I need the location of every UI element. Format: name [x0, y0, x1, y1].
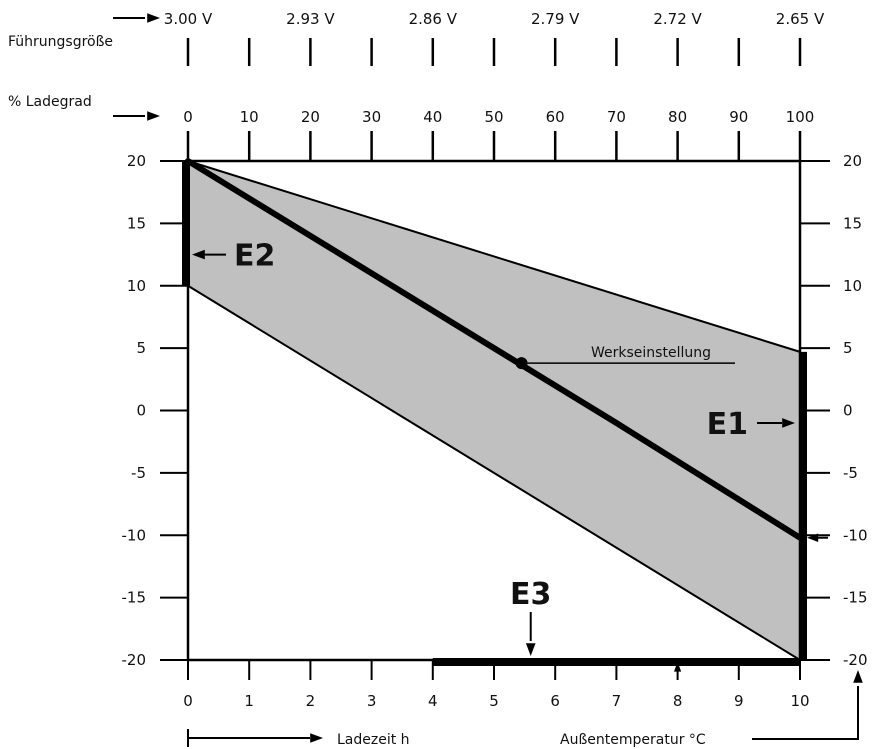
- left-tick-label: 5: [136, 339, 146, 357]
- charge-tick-label: 60: [546, 108, 565, 126]
- left-tick-label: -5: [131, 464, 146, 482]
- e1-label: E1: [707, 407, 748, 442]
- tolerance-band: [187, 160, 801, 661]
- e2-arrow-head: [192, 249, 205, 260]
- temp-arrow-line: [752, 686, 859, 740]
- temperature-axes: 20 20 15 15 10 10 5 5 0 0 -5 -5 -10 -10 -15 -15 -20 -20: [122, 152, 868, 669]
- charge-tick-label: 20: [301, 108, 320, 126]
- right-tick-label: 5: [843, 339, 853, 357]
- default-curve-line: [185, 158, 803, 541]
- charge-tick-label: 70: [607, 108, 626, 126]
- left-tick-label: -10: [122, 526, 147, 544]
- e3-label: E3: [510, 577, 551, 612]
- band-area: [188, 161, 800, 660]
- bottom-tick-label: 8: [673, 692, 683, 710]
- bottom-tick-label: 6: [550, 692, 560, 710]
- x-axis-label: Ladezeit h: [337, 732, 410, 748]
- e1-arrow-head: [782, 418, 795, 428]
- voltage-arrow-head: [147, 13, 160, 23]
- adjustment-markers: E1 E2 E3: [182, 161, 828, 672]
- left-tick-label: 20: [127, 152, 146, 170]
- charge-tick-label: 10: [240, 108, 259, 126]
- charge-arrow-head: [147, 111, 160, 121]
- charge-tick-label: 100: [786, 108, 815, 126]
- charge-tick-label: 90: [729, 108, 748, 126]
- left-tick-label: 15: [127, 214, 146, 232]
- bottom-tick-label: 5: [489, 692, 499, 710]
- bottom-tick-label: 0: [183, 692, 193, 710]
- time-arrow-head: [310, 733, 323, 743]
- e3-marker-arrow: [674, 662, 682, 672]
- left-tick-label: 0: [136, 402, 146, 420]
- right-tick-label: -20: [843, 651, 868, 669]
- band-upper-edge: [187, 160, 801, 353]
- right-tick-label: -5: [843, 464, 858, 482]
- bottom-tick-label: 7: [612, 692, 622, 710]
- charge-tick-label: 0: [183, 108, 193, 126]
- default-curve: [185, 158, 803, 541]
- default-setting: Werkseinstellung: [515, 345, 735, 370]
- y-axis-label: Außentemperatur °C: [560, 732, 706, 748]
- voltage-tick-label: 2.72 V: [653, 10, 702, 28]
- default-setting-dot: [515, 357, 528, 370]
- left-tick-label: 10: [127, 277, 146, 295]
- bottom-tick-label: 2: [306, 692, 316, 710]
- bottom-tick-label: 3: [367, 692, 377, 710]
- left-tick-label: -15: [122, 589, 147, 607]
- bottom-tick-label: 4: [428, 692, 438, 710]
- bottom-tick-label: 10: [790, 692, 809, 710]
- right-tick-label: -15: [843, 589, 868, 607]
- right-tick-label: 10: [843, 277, 862, 295]
- voltage-tick-label: 2.93 V: [286, 10, 335, 28]
- charge-tick-label: 80: [668, 108, 687, 126]
- charge-tick-label: 40: [423, 108, 442, 126]
- band-lower-edge: [187, 284, 801, 661]
- e3-arrow-head: [525, 643, 536, 656]
- bottom-tick-label: 9: [734, 692, 744, 710]
- right-tick-label: 0: [843, 402, 853, 420]
- charge-tick-label: 30: [362, 108, 381, 126]
- bottom-tick-label: 1: [244, 692, 254, 710]
- voltage-tick-label: 2.65 V: [776, 10, 825, 28]
- right-tick-label: 15: [843, 214, 862, 232]
- left-tick-label: -20: [122, 651, 147, 669]
- charge-axis: % Ladegrad 0 10 20 30 40 50 60 70 80 90 100: [8, 94, 814, 161]
- time-axis: Ladezeit h Außentemperatur °C 0 1 2 3 4 5 6 7 8 9…: [183, 660, 863, 748]
- default-setting-label: Werkseinstellung: [591, 345, 711, 361]
- voltage-axis-label: Führungsgröße: [8, 34, 113, 50]
- voltage-tick-label: 3.00 V: [164, 10, 213, 28]
- charge-axis-label: % Ladegrad: [8, 94, 92, 110]
- e2-label: E2: [234, 239, 275, 274]
- temp-arrow-head: [853, 670, 863, 683]
- voltage-tick-label: 2.79 V: [531, 10, 580, 28]
- curve-end-arrow-head: [807, 533, 819, 542]
- voltage-axis: Führungsgröße 3.00 V 2.93 V 2.86 V 2.79 V 2.…: [8, 10, 825, 66]
- right-tick-label: -10: [843, 526, 868, 544]
- voltage-tick-label: 2.86 V: [409, 10, 458, 28]
- right-tick-label: 20: [843, 152, 862, 170]
- charge-tick-label: 50: [484, 108, 503, 126]
